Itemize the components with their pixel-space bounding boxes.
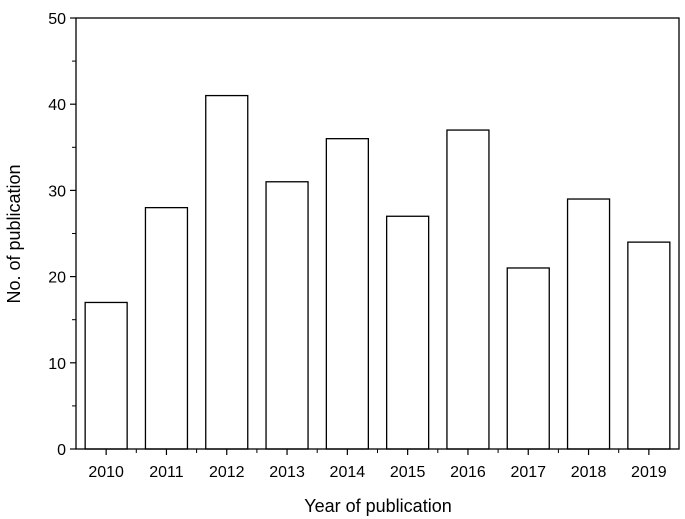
- x-tick-label-2012: 2012: [209, 464, 245, 481]
- y-tick-label-0: 0: [57, 442, 66, 459]
- bar-2010: [84, 301, 128, 450]
- y-tick-label-40: 40: [48, 97, 66, 114]
- plot-frame: [75, 17, 680, 450]
- y-tick-label-20: 20: [48, 270, 66, 287]
- x-tick-label-2013: 2013: [269, 464, 305, 481]
- x-tick-label-2017: 2017: [510, 464, 546, 481]
- x-tick-label-2011: 2011: [149, 464, 184, 481]
- x-tick-label-2018: 2018: [571, 464, 607, 481]
- bar-2015: [385, 215, 430, 450]
- x-tick-label-2014: 2014: [330, 464, 366, 481]
- x-tick-label-2015: 2015: [390, 464, 426, 481]
- bar-2014: [325, 138, 370, 450]
- bar-2012: [205, 94, 249, 450]
- bar-2016: [446, 129, 490, 450]
- bar-2019: [627, 241, 671, 450]
- bar-2018: [566, 198, 611, 450]
- y-axis-ticks: 0 10 20 30 40 50: [48, 11, 76, 459]
- bar-2013: [265, 181, 309, 450]
- y-axis-title: No. of publication: [4, 164, 24, 303]
- x-axis-ticks: 2010 2011 2012 2013 2014 2015 2016 2017 2018 2019: [88, 449, 667, 481]
- x-axis-title: Year of publication: [304, 496, 451, 516]
- x-tick-label-2010: 2010: [88, 464, 124, 481]
- bars-group: [84, 94, 671, 450]
- y-tick-label-30: 30: [48, 183, 66, 200]
- y-tick-label-10: 10: [48, 356, 66, 373]
- bar-2011: [144, 206, 189, 450]
- x-tick-label-2016: 2016: [450, 464, 486, 481]
- bar-2017: [506, 267, 550, 450]
- x-tick-label-2019: 2019: [631, 464, 667, 481]
- y-tick-label-50: 50: [48, 11, 66, 28]
